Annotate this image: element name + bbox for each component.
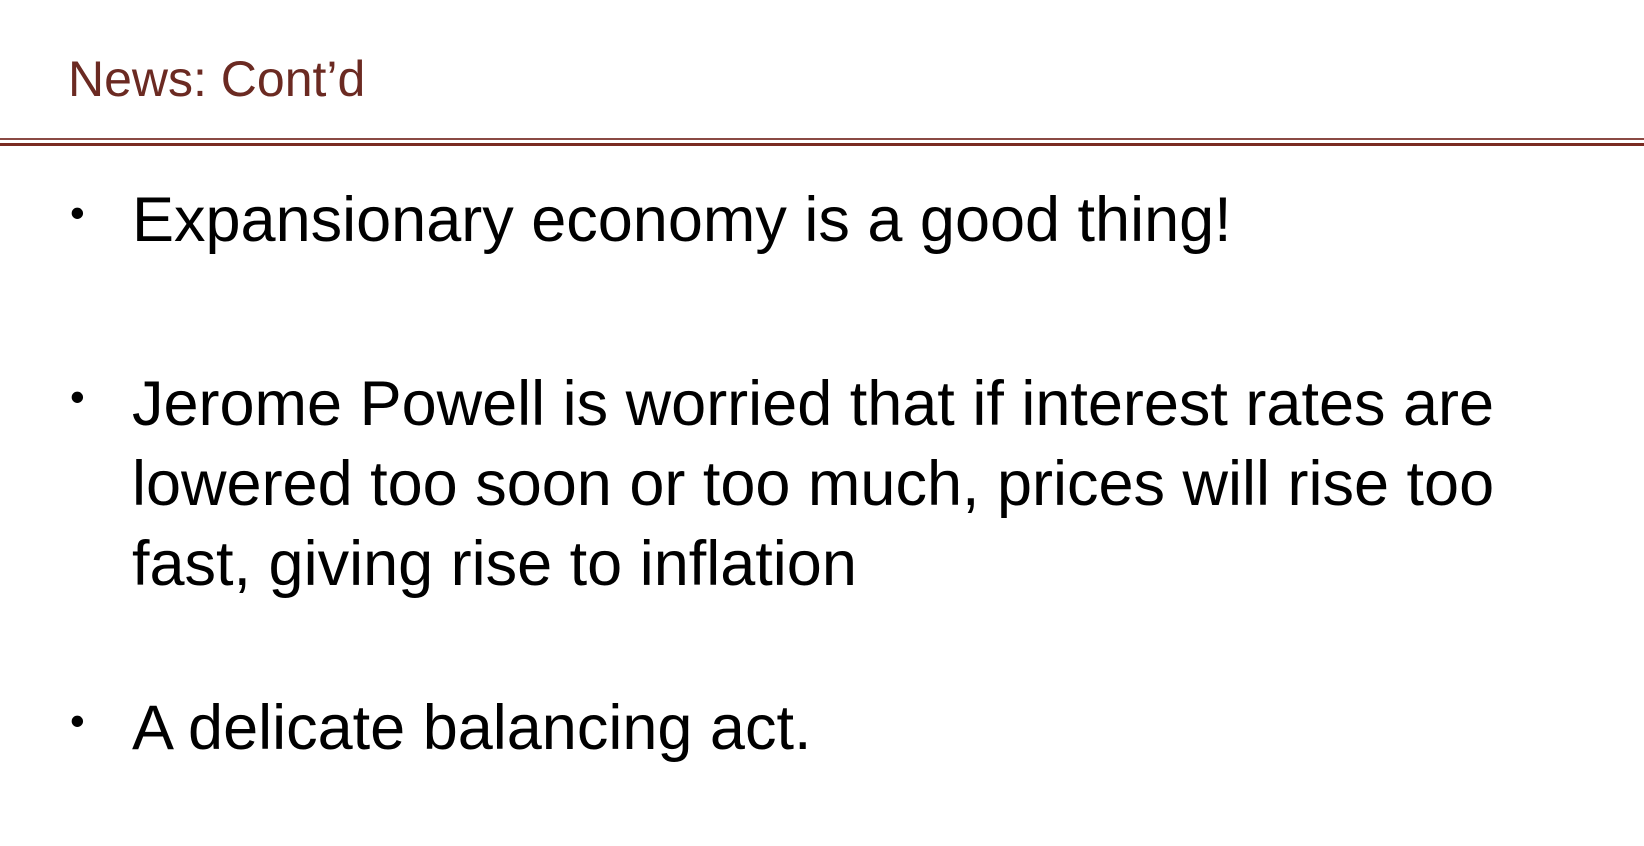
- bullet-point-icon: •: [70, 697, 85, 744]
- title-divider: [0, 143, 1644, 146]
- bullet-text: A delicate balancing act.: [132, 693, 812, 763]
- bullet-text: Expansionary economy is a good thing!: [132, 185, 1232, 255]
- title-divider-thin: [0, 138, 1644, 140]
- bullet-text: Jerome Powell is worried that if interes…: [132, 369, 1495, 599]
- bullet-point-icon: •: [70, 373, 85, 420]
- slide-title: News: Cont’d: [68, 51, 366, 107]
- bullet-point-icon: •: [70, 189, 85, 236]
